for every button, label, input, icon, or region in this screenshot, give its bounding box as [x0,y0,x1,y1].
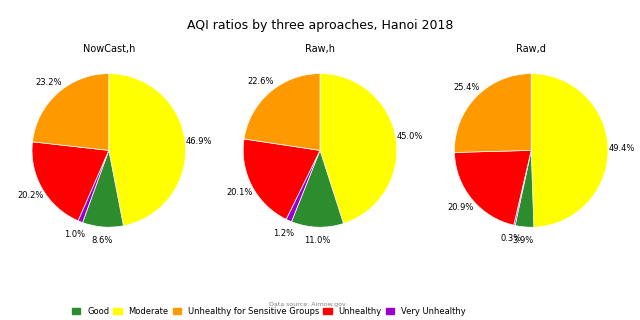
Wedge shape [291,150,344,227]
Text: 1.0%: 1.0% [65,230,86,239]
Wedge shape [515,150,534,227]
Text: 11.0%: 11.0% [303,236,330,245]
Text: AQI ratios by three aproaches, Hanoi 2018: AQI ratios by three aproaches, Hanoi 201… [187,19,453,32]
Wedge shape [83,150,124,227]
Text: 25.4%: 25.4% [453,83,479,92]
Text: 46.9%: 46.9% [186,137,212,146]
Text: Data source: Airnow.gov: Data source: Airnow.gov [269,301,346,307]
Text: 0.3%: 0.3% [500,234,522,243]
Text: 20.1%: 20.1% [227,188,253,197]
Text: 45.0%: 45.0% [396,132,422,141]
Text: 20.9%: 20.9% [448,203,474,212]
Wedge shape [243,139,320,219]
Title: Raw,d: Raw,d [516,44,546,54]
Title: Raw,h: Raw,h [305,44,335,54]
Wedge shape [109,74,186,226]
Text: 8.6%: 8.6% [91,236,113,245]
Legend: Good, Moderate, Unhealthy for Sensitive Groups, Unhealthy, Very Unhealthy: Good, Moderate, Unhealthy for Sensitive … [72,307,465,316]
Text: 20.2%: 20.2% [17,191,44,200]
Wedge shape [454,74,531,152]
Wedge shape [531,74,608,227]
Wedge shape [244,74,320,150]
Wedge shape [33,74,109,150]
Text: 1.2%: 1.2% [273,229,294,238]
Text: 49.4%: 49.4% [609,144,635,153]
Wedge shape [514,150,531,226]
Wedge shape [320,74,397,223]
Wedge shape [78,150,109,223]
Title: NowCast,h: NowCast,h [83,44,135,54]
Text: 3.9%: 3.9% [513,236,534,245]
Text: 22.6%: 22.6% [248,77,274,86]
Text: 23.2%: 23.2% [35,78,61,87]
Wedge shape [32,142,109,221]
Wedge shape [454,150,531,225]
Wedge shape [286,150,320,222]
